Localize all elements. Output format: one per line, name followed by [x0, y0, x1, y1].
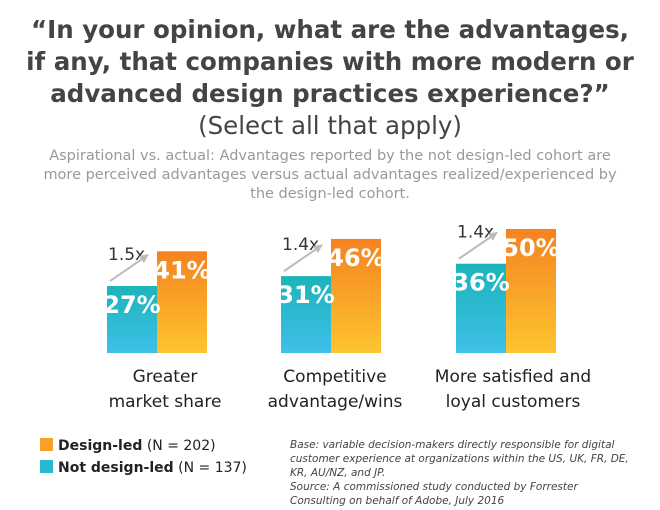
- data-label-design-led: 50%: [502, 234, 559, 262]
- category-label-line: More satisfied and: [434, 367, 592, 387]
- multiplier-arrowhead: [488, 231, 498, 241]
- footnote-source: Source: A commissioned study conducted b…: [290, 481, 578, 507]
- bar-design-led: [331, 238, 381, 353]
- chart-subtitle: Aspirational vs. actual: Advantages repo…: [43, 148, 617, 202]
- data-label-not-design-led: 36%: [452, 269, 509, 297]
- category-label-customers: More satisfied and loyal customers: [418, 365, 608, 415]
- multiplier-arrowhead: [313, 244, 323, 254]
- title-question: “In your opinion, what are the advantage…: [26, 15, 634, 108]
- legend-label: Not design-led: [58, 460, 174, 476]
- chart-title: “In your opinion, what are the advantage…: [20, 14, 640, 142]
- multiplier-label: 1.4x: [457, 223, 494, 243]
- category-label-market-share: Greater market share: [85, 365, 245, 415]
- legend-swatch-blue: [40, 460, 53, 473]
- bar-not-design-led: [107, 286, 157, 353]
- legend-count: (N = 202): [146, 438, 216, 454]
- legend-item-not-design-led: Not design-led (N = 137): [40, 459, 247, 477]
- category-label-competitive: Competitive advantage/wins: [255, 365, 415, 415]
- category-label-line: loyal customers: [445, 392, 581, 412]
- category-label-line: advantage/wins: [267, 392, 403, 412]
- footnote-base: Base: variable decision-makers directly …: [290, 439, 629, 479]
- category-label-line: Competitive: [283, 367, 387, 387]
- bar-chart: 27% 41% 1.5x 31% 46% 1.4x 36% 50% 1.4x: [103, 222, 559, 353]
- multiplier-label: 1.5x: [108, 245, 145, 265]
- data-label-design-led: 46%: [327, 244, 384, 272]
- data-label-not-design-led: 27%: [103, 291, 160, 319]
- bar-design-led: [157, 251, 207, 353]
- multiplier-arrow: [109, 256, 146, 282]
- multiplier-arrow: [458, 233, 495, 260]
- footnote: Base: variable decision-makers directly …: [290, 438, 630, 508]
- multiplier-label: 1.4x: [282, 235, 319, 255]
- legend-item-design-led: Design-led (N = 202): [40, 437, 216, 455]
- bar-not-design-led: [456, 263, 506, 353]
- bar-design-led: [506, 229, 556, 353]
- legend-swatch-orange: [40, 438, 53, 451]
- multiplier-arrow: [283, 246, 320, 272]
- multiplier-arrowhead: [139, 254, 149, 264]
- bar-not-design-led: [281, 276, 331, 353]
- category-label-line: market share: [108, 392, 222, 412]
- data-label-not-design-led: 31%: [277, 281, 334, 309]
- legend-label: Design-led: [58, 438, 143, 454]
- category-label-line: Greater: [132, 367, 198, 387]
- legend-count: (N = 137): [178, 460, 247, 476]
- title-note: (Select all that apply): [198, 111, 462, 140]
- data-label-design-led: 41%: [153, 256, 210, 284]
